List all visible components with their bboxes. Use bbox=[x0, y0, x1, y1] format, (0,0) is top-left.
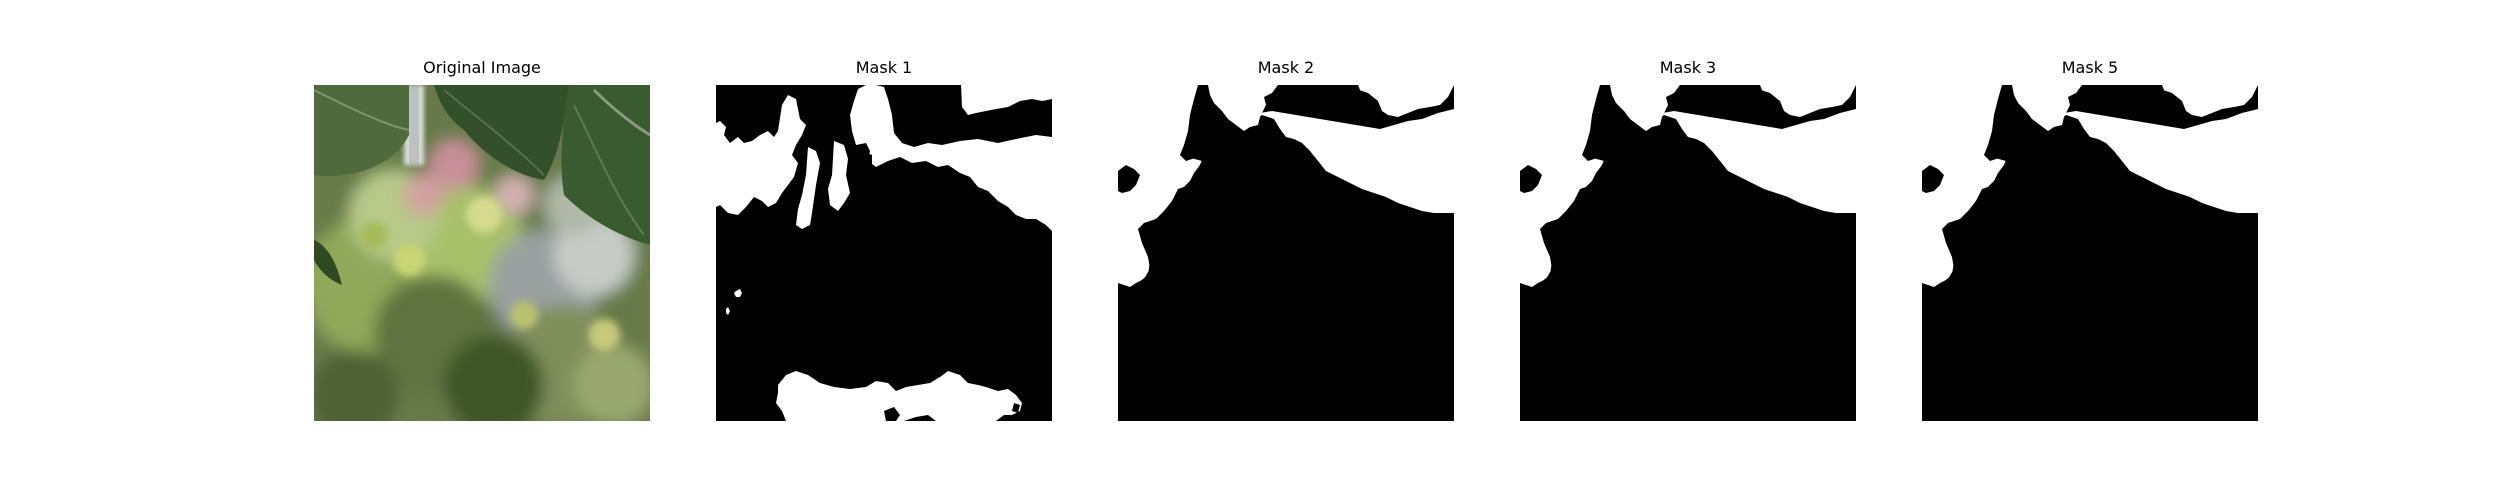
mask-2-image bbox=[1118, 85, 1454, 421]
panel-title-mask-3: Mask 3 bbox=[1659, 58, 1717, 77]
mask-1-panel bbox=[716, 85, 1052, 421]
original-image-panel bbox=[314, 85, 650, 421]
panel-title-mask-2: Mask 2 bbox=[1257, 58, 1315, 77]
mask-5-panel bbox=[1922, 85, 2258, 421]
mask-5-image bbox=[1922, 85, 2258, 421]
mask-1-image bbox=[716, 85, 1052, 421]
mask-3-image bbox=[1520, 85, 1856, 421]
panel-title-mask-1: Mask 1 bbox=[855, 58, 913, 77]
mask-3-panel bbox=[1520, 85, 1856, 421]
original-image bbox=[314, 85, 650, 421]
mask-2-panel bbox=[1118, 85, 1454, 421]
panel-title-original-image: Original Image bbox=[423, 58, 541, 77]
panel-title-mask-5: Mask 5 bbox=[2061, 58, 2119, 77]
